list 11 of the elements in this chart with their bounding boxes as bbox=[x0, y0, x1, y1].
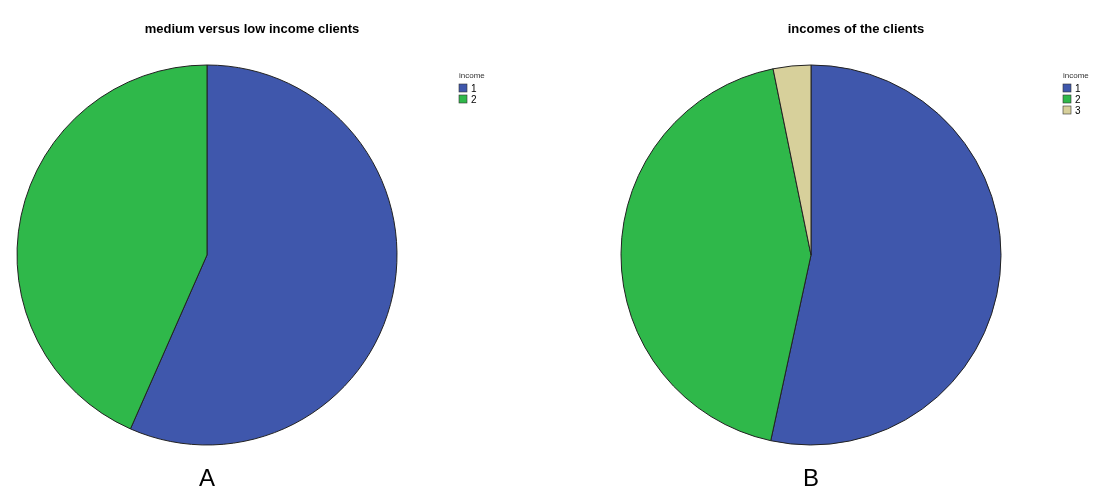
legend-title: income bbox=[1063, 71, 1090, 80]
legend-label: 1 bbox=[1075, 82, 1081, 94]
legend-label: 1 bbox=[471, 82, 477, 94]
legend-title: income bbox=[459, 71, 486, 80]
legend-label: 2 bbox=[1075, 93, 1081, 105]
text: B bbox=[802, 464, 820, 491]
legend-label: 2 bbox=[471, 93, 477, 105]
chart-title: medium versus low income clients bbox=[144, 21, 360, 36]
legend-label: 3 bbox=[1075, 104, 1081, 116]
chart-title: incomes of the clients bbox=[787, 21, 925, 36]
text: A bbox=[198, 464, 216, 491]
